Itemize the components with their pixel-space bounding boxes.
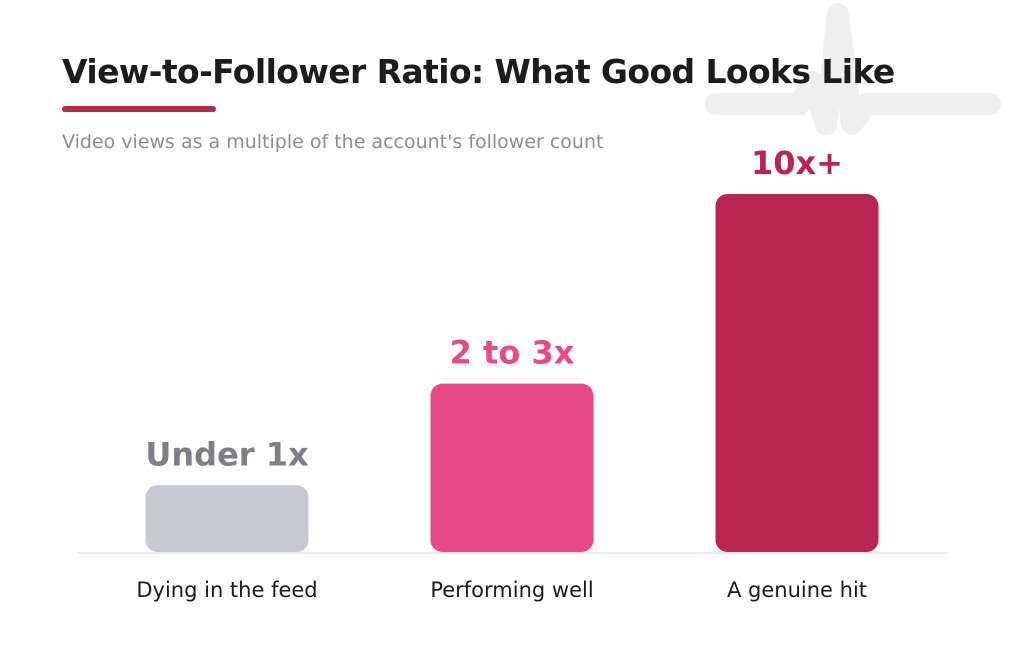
bar	[145, 485, 309, 552]
heartbeat-watermark-icon	[705, 3, 1001, 135]
bar-value-label: 2 to 3x	[450, 334, 575, 372]
bar-value-label: 10x+	[751, 144, 843, 182]
chart-title: View-to-Follower Ratio: What Good Looks …	[62, 52, 895, 91]
title-underline	[62, 106, 216, 112]
x-tick-label: Dying in the feed	[136, 578, 317, 602]
bar-value-label: Under 1x	[145, 435, 309, 473]
bars-group: Under 1x Dying in the feed 2 to 3x Performi…	[136, 144, 879, 602]
chart-subtitle: Video views as a multiple of the account…	[62, 131, 604, 153]
x-tick-label: A genuine hit	[727, 578, 867, 602]
bar	[715, 194, 879, 552]
x-tick-label: Performing well	[430, 578, 593, 602]
bar	[430, 383, 594, 552]
